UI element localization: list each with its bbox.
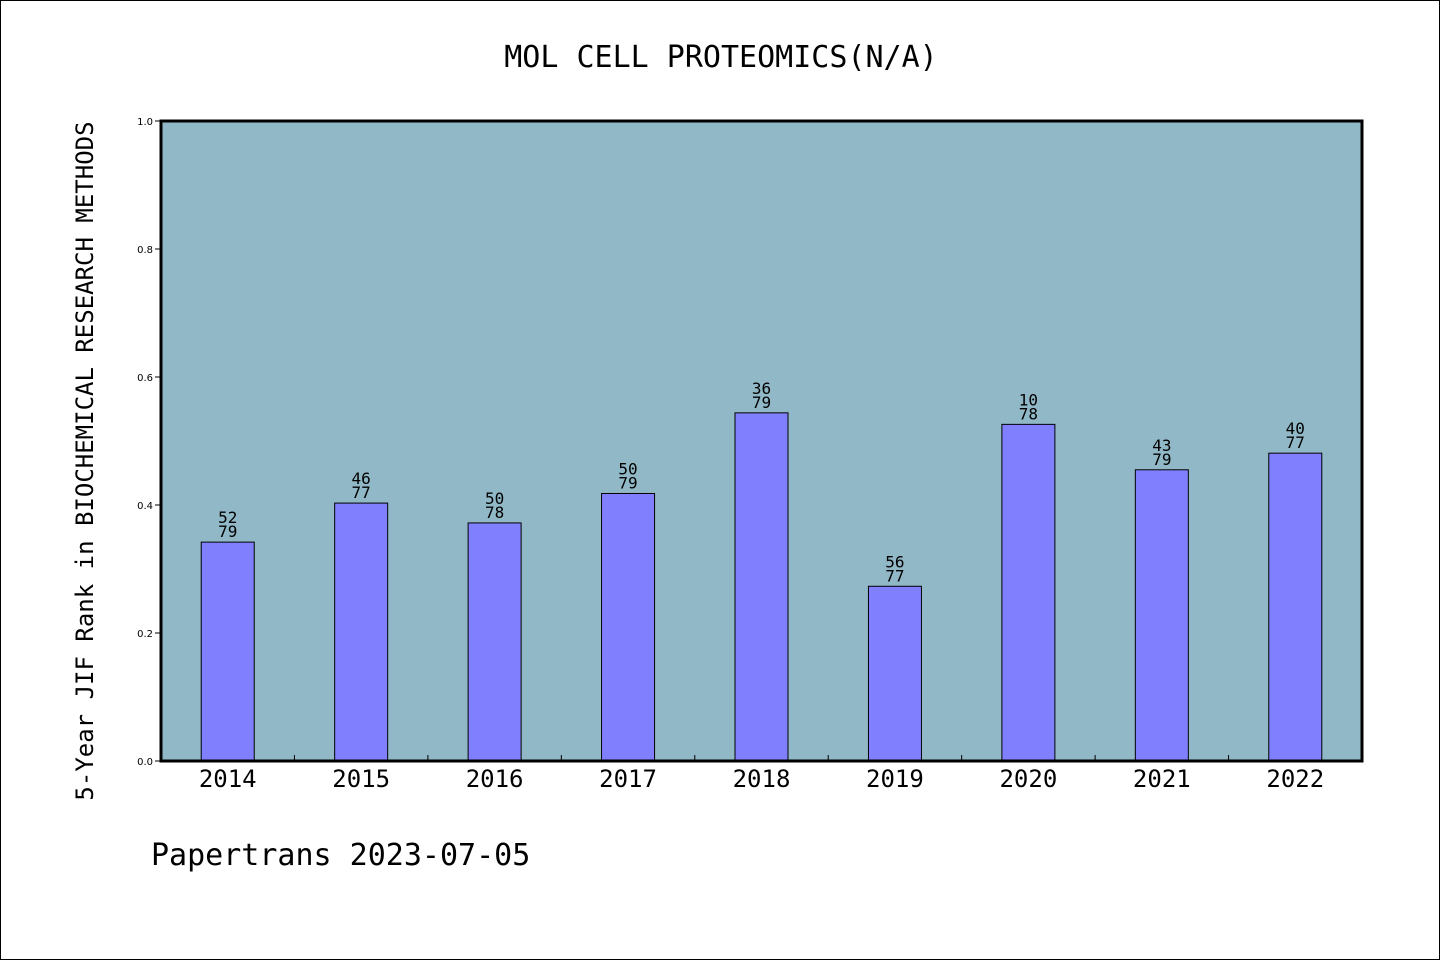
x-tick-label: 2015 bbox=[332, 765, 390, 793]
bar-label-total: 79 bbox=[218, 522, 237, 541]
bar-label-total: 78 bbox=[485, 503, 504, 522]
bar-2020 bbox=[1001, 423, 1056, 762]
bar-label-total: 77 bbox=[1286, 433, 1305, 452]
y-tick-label: 0.6 bbox=[137, 373, 153, 384]
bar-label-rank: 40 bbox=[1286, 419, 1305, 438]
bar-label-total: 77 bbox=[885, 566, 904, 585]
bar-label-total: 79 bbox=[618, 473, 637, 492]
y-tick-label: 0.0 bbox=[137, 757, 153, 768]
chart-title: MOL CELL PROTEOMICS(N/A) bbox=[504, 40, 937, 75]
bar-label-total: 79 bbox=[752, 393, 771, 412]
bar-label-rank: 43 bbox=[1152, 436, 1171, 455]
x-tick-label: 2020 bbox=[999, 765, 1057, 793]
y-axis: 0.0 0.2 0.4 0.6 0.8 1.0 bbox=[137, 117, 161, 768]
bar-2017 bbox=[601, 492, 656, 762]
bar-label-rank: 36 bbox=[752, 379, 771, 398]
x-tick-label: 2018 bbox=[733, 765, 791, 793]
x-tick-label: 2017 bbox=[599, 765, 657, 793]
x-tick-label: 2021 bbox=[1133, 765, 1191, 793]
y-tick-label: 0.4 bbox=[137, 501, 153, 512]
bar-2018 bbox=[734, 412, 789, 762]
footer-credit: Papertrans 2023-07-05 bbox=[151, 838, 530, 873]
bar-label-rank: 50 bbox=[485, 489, 504, 508]
x-tick-label: 2022 bbox=[1266, 765, 1324, 793]
bar-label-rank: 56 bbox=[885, 552, 904, 571]
x-axis: 2014 2015 2016 2017 2018 2019 2020 2021 2022 bbox=[199, 755, 1324, 793]
plot-frame bbox=[159, 119, 1364, 763]
bar-2014 bbox=[200, 541, 255, 762]
bar-series bbox=[200, 412, 1323, 762]
bar-label-total: 77 bbox=[352, 483, 371, 502]
bar-label-rank: 46 bbox=[352, 469, 371, 488]
y-axis-label: 5-Year JIF Rank in BIOCHEMICAL RESEARCH … bbox=[71, 121, 99, 800]
x-tick-label: 2019 bbox=[866, 765, 924, 793]
y-tick-label: 1.0 bbox=[137, 117, 153, 128]
x-tick-label: 2016 bbox=[466, 765, 524, 793]
bar-2015 bbox=[334, 502, 389, 762]
bar-2021 bbox=[1134, 469, 1189, 762]
bar-label-total: 78 bbox=[1019, 404, 1038, 423]
bar-2022 bbox=[1268, 452, 1323, 762]
x-tick-label: 2014 bbox=[199, 765, 257, 793]
y-tick-label: 0.8 bbox=[137, 245, 153, 256]
y-tick-label: 0.2 bbox=[137, 629, 153, 640]
bar-2016 bbox=[467, 522, 522, 762]
bar-2019 bbox=[867, 585, 922, 762]
bar-label-rank: 50 bbox=[618, 459, 637, 478]
bar-label-rank: 10 bbox=[1019, 390, 1038, 409]
bar-label-total: 79 bbox=[1152, 450, 1171, 469]
bar-label-rank: 52 bbox=[218, 508, 237, 527]
